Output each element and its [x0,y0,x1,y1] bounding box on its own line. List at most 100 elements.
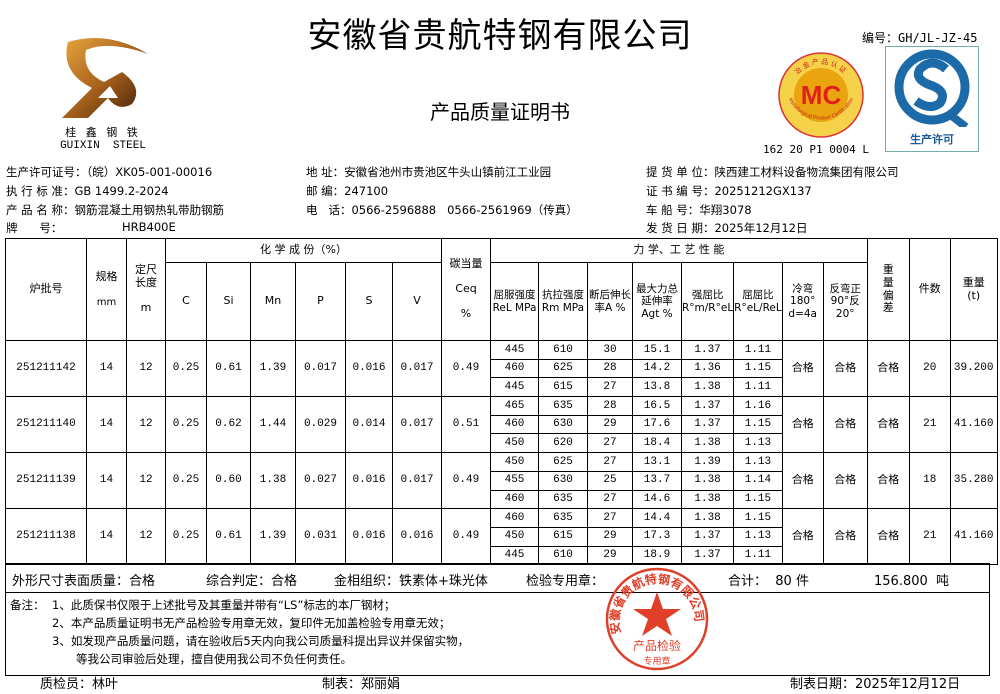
document-number: 编号：GH/JL-JZ-45 [862,31,978,45]
chem-c: 0.25 [165,508,207,566]
chem-p: 0.031 [295,508,346,566]
mech-value: 615 [538,377,588,398]
weight: 41.160 [949,508,998,566]
ceq: 0.49 [441,339,491,398]
certificate-number: 证 书 编 号：20251212GX137 [646,184,812,198]
mech-value: 30 [587,340,633,360]
vehicle-number: 车 船 号：华翔3078 [646,203,752,217]
mech-value: 630 [538,414,588,435]
cold-bend: 合格 [781,452,824,510]
quality-table: 炉批号 规格 mm 定尺长度 m 化 学 成 份（%） 碳当量 Ceq% 力 学、工 … [5,238,998,566]
table-row: 445 610 29 18.9 1.37 1.11 [6,545,998,566]
mech-value: 29 [587,545,633,566]
mech-value: 465 [490,396,539,416]
header-mechanical: 力 学、工 艺 性 能 [490,238,868,263]
mech-value: 27 [587,377,633,398]
header-chem-c: C [165,262,207,341]
chem-mn: 1.39 [250,339,296,398]
chem-s: 0.016 [345,339,393,398]
mech-value: 29 [587,414,633,435]
weight-deviation: 合格 [866,339,910,398]
brand-label: 牌 号： [6,221,63,235]
mech-value: 635 [538,508,588,528]
mech-value: 615 [538,526,588,547]
brand: HRB400E [122,220,176,234]
preparer: 制表：郑丽娟 [322,677,401,692]
spec: 14 [86,339,127,398]
mc-certification-badge: 冶金产品认证 Metallurgical Product Certificati… [778,50,864,140]
mech-value: 18.9 [632,545,682,566]
mech-value: 625 [538,452,588,472]
product-name: 产 品 名 称：钢筋混凝土用钢热轧带肋钢筋 [6,203,224,217]
pieces: 21 [908,508,951,566]
mech-value: 1.13 [733,526,783,547]
mech-value: 27 [587,433,633,454]
summary-section: 外形尺寸表面质量：合格 综合判定：合格 金相组织：铁素体+珠光体 检验专用章： … [5,563,990,676]
star-icon [633,592,681,636]
mech-value: 1.37 [680,526,735,547]
mech-value: 610 [538,545,588,566]
table-row: 460 635 27 14.6 1.38 1.15 [6,489,998,510]
mech-value: 1.38 [680,470,735,491]
mech-value: 16.5 [632,396,682,416]
length: 12 [126,452,166,510]
mech-value: 13.8 [632,377,682,398]
chem-s: 0.016 [345,452,393,510]
cold-bend: 合格 [781,396,824,454]
mech-value: 460 [490,414,539,435]
chem-si: 0.60 [206,452,251,510]
header-spec: 规格 mm [86,238,127,341]
mech-value: 450 [490,526,539,547]
phone: 电 话：0566-2596888 0566-2561969（传真） [306,203,578,217]
mech-value: 18.4 [632,433,682,454]
mech-value: 1.38 [680,508,735,528]
mech-value: 1.38 [680,489,735,510]
chem-c: 0.25 [165,339,207,398]
header-mech-4: 强屈比R°m/R°eL [680,262,735,341]
mech-value: 27 [587,452,633,472]
chem-si: 0.61 [206,508,251,566]
chem-v: 0.017 [392,396,442,454]
mech-value: 1.13 [733,452,783,472]
mc-center-text: MC [801,80,842,110]
standard: 执 行 标 准：GB 1499.2-2024 [6,184,169,198]
qs-label: 生产许可 [910,133,954,146]
batch-number: 251211140 [5,396,87,454]
mech-value: 1.13 [733,433,783,454]
mech-value: 28 [587,396,633,416]
chem-c: 0.25 [165,452,207,510]
mech-value: 450 [490,433,539,454]
header-mech-3: 最大力总延伸率Agt % [632,262,682,341]
mech-value: 14.6 [632,489,682,510]
metallography: 金相组织：铁素体+珠光体 [334,574,488,589]
mech-value: 17.3 [632,526,682,547]
length: 12 [126,396,166,454]
weight-deviation: 合格 [866,396,910,454]
header-mech-5: 屈屈比R°eL/ReL [733,262,783,341]
reverse-bend: 合格 [822,396,868,454]
batch-number: 251211139 [5,452,87,510]
pieces: 18 [908,452,951,510]
mech-value: 460 [490,489,539,510]
table-row: 251211139 14 12 0.25 0.60 1.38 0.027 0.016 0.017… [5,452,998,510]
mech-value: 1.11 [733,545,783,566]
mech-value: 445 [490,340,539,360]
reverse-bend: 合格 [822,508,868,566]
qs-logo-icon [894,49,970,131]
mech-value: 460 [490,358,539,379]
table-row: 450 615 29 17.3 1.37 1.13 [6,526,998,547]
mech-value: 1.15 [733,414,783,435]
mech-value: 27 [587,489,633,510]
mech-value: 1.37 [680,545,735,566]
mech-value: 1.16 [733,396,783,416]
weight: 41.160 [949,396,998,454]
mech-value: 610 [538,340,588,360]
cold-bend: 合格 [781,508,824,566]
reverse-bend: 合格 [822,339,868,398]
ceq: 0.49 [441,452,491,510]
header-chem-p: P [295,262,346,341]
mech-value: 29 [587,526,633,547]
table-row: 251211142 14 12 0.25 0.61 1.39 0.017 0.016 0.017… [5,339,998,398]
notes-prefix: 备注： [10,598,45,612]
note-1: 1、此质保书仅限于上述批号及其重量并带有“LS”标志的本厂钢材； [52,598,396,612]
